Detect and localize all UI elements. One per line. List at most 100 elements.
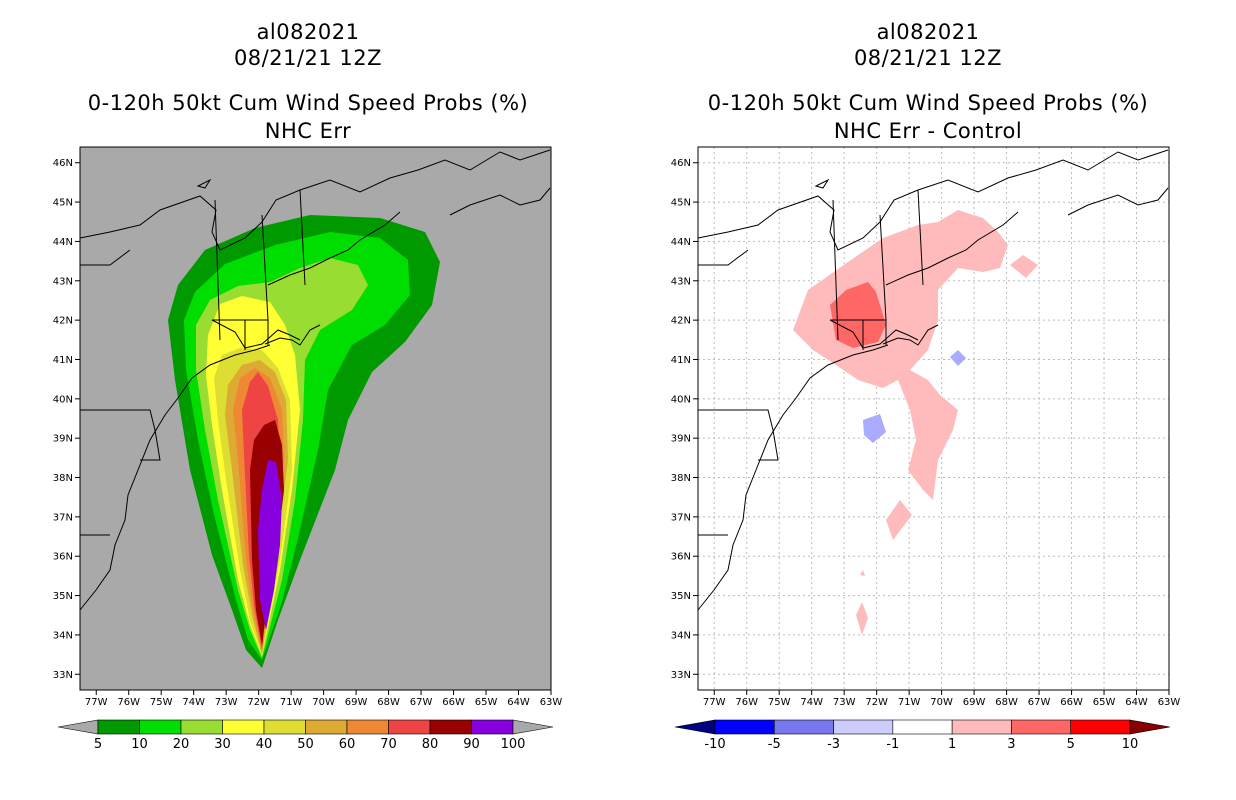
lat-tick-label: 38N [53, 473, 73, 484]
colorbar-box [833, 719, 894, 735]
lat-tick-label: 44N [671, 237, 691, 248]
colorbar-label: 50 [297, 737, 314, 752]
right-colorbar-boxes [674, 719, 1171, 735]
colorbar-box [97, 719, 140, 735]
colorbar-box [1011, 719, 1072, 735]
positive-3-to-5-region [830, 282, 886, 348]
lon-tick-label: 65W [475, 697, 498, 708]
left-colorbar-labels: 5 10 20 30 40 50 60 70 80 90 100 [94, 737, 526, 752]
lat-tick-label: 36N [53, 552, 73, 563]
right-storm-id: al082021 [876, 20, 980, 44]
colorbar-box [1070, 719, 1131, 735]
right-datetime: 08/21/21 12Z [853, 46, 1003, 70]
lon-tick-label: 67W [1028, 697, 1051, 708]
lat-tick-label: 39N [671, 434, 691, 445]
lat-tick-label: 43N [671, 276, 691, 287]
positive-1-to-3-region [793, 210, 1008, 500]
colorbar-label: 90 [463, 737, 480, 752]
lon-tick-label: 74W [800, 697, 823, 708]
left-coastline-boundaries [79, 149, 551, 611]
colorbar-box [773, 719, 834, 735]
colorbar-label: -3 [827, 737, 840, 752]
right-colorbar: -10 -5 -3 -1 1 3 5 10 [674, 719, 1171, 752]
left-probability-map: 46N 45N 44N 43N 42N 41N 40N 39N 38N 37N 36N 35N 34N 3… [53, 146, 563, 708]
lat-tick-label: 37N [53, 512, 73, 523]
colorbar-upper-extension [1129, 719, 1171, 735]
colorbar-label: 5 [1067, 737, 1075, 752]
lat-tick-label: 43N [53, 276, 73, 287]
lon-tick-label: 72W [865, 697, 888, 708]
right-coastline-boundaries [697, 149, 1169, 611]
lon-tick-label: 77W [85, 697, 108, 708]
positive-spot-south-3 [860, 570, 865, 576]
colorbar-label: 40 [256, 737, 273, 752]
lat-tick-label: 33N [53, 670, 73, 681]
negative-spot-1 [863, 414, 886, 443]
lon-tick-label: 76W [735, 697, 758, 708]
lon-tick-label: 76W [117, 697, 140, 708]
lon-tick-label: 73W [833, 697, 856, 708]
left-storm-id: al082021 [256, 20, 360, 44]
left-wind-probability-contours [168, 215, 440, 668]
lat-tick-label: 33N [671, 670, 691, 681]
lat-tick-label: 34N [671, 630, 691, 641]
lon-tick-label: 65W [1093, 697, 1116, 708]
lon-tick-label: 70W [312, 697, 335, 708]
colorbar-label: 70 [380, 737, 397, 752]
lat-tick-label: 40N [671, 394, 691, 405]
lat-tick-label: 46N [671, 158, 691, 169]
lon-tick-label: 64W [1125, 697, 1148, 708]
colorbar-label: 80 [422, 737, 439, 752]
lon-tick-label: 63W [540, 697, 563, 708]
lon-tick-label: 68W [377, 697, 400, 708]
lat-tick-label: 34N [53, 630, 73, 641]
right-colorbar-labels: -10 -5 -3 -1 1 3 5 10 [704, 737, 1138, 752]
right-subtitle: NHC Err - Control [833, 119, 1023, 143]
right-product-title: 0-120h 50kt Cum Wind Speed Probs (%) [707, 91, 1149, 115]
lat-tick-label: 37N [671, 512, 691, 523]
lat-tick-label: 41N [671, 355, 691, 366]
lon-tick-label: 75W [150, 697, 173, 708]
colorbar-box [714, 719, 775, 735]
colorbar-label: -1 [886, 737, 899, 752]
colorbar-label: 60 [339, 737, 356, 752]
lon-tick-label: 71W [898, 697, 921, 708]
colorbar-lower-extension [57, 719, 99, 735]
left-colorbar: 5 10 20 30 40 50 60 70 80 90 100 [57, 719, 554, 752]
left-subtitle: NHC Err [264, 119, 352, 143]
positive-spot-south-1 [886, 500, 912, 540]
left-map-axes: 46N 45N 44N 43N 42N 41N 40N 39N 38N 37N 36N 35N 34N 3… [53, 158, 563, 708]
colorbar-upper-extension [512, 719, 554, 735]
lon-tick-label: 69W [963, 697, 986, 708]
colorbar-box [388, 719, 431, 735]
colorbar-box [139, 719, 182, 735]
colorbar-label: 30 [214, 737, 231, 752]
lon-tick-label: 71W [280, 697, 303, 708]
colorbar-label: 20 [173, 737, 190, 752]
left-product-title: 0-120h 50kt Cum Wind Speed Probs (%) [87, 91, 529, 115]
colorbar-label: 10 [1122, 737, 1139, 752]
right-difference-map: 46N 45N 44N 43N 42N 41N 40N 39N 38N 37N 36N 35N 34N 3… [671, 146, 1181, 708]
negative-spot-2 [950, 350, 966, 366]
lat-tick-label: 35N [53, 591, 73, 602]
positive-spot-east [1010, 255, 1038, 278]
lon-tick-label: 63W [1158, 697, 1181, 708]
lat-tick-label: 38N [671, 473, 691, 484]
lon-tick-label: 70W [930, 697, 953, 708]
lat-tick-label: 40N [53, 394, 73, 405]
colorbar-box [471, 719, 514, 735]
lon-tick-label: 74W [182, 697, 205, 708]
lon-tick-label: 67W [410, 697, 433, 708]
colorbar-lower-extension [674, 719, 716, 735]
lat-tick-label: 39N [53, 434, 73, 445]
colorbar-label: 10 [131, 737, 148, 752]
lat-tick-label: 45N [671, 198, 691, 209]
positive-spot-south-2 [856, 602, 868, 635]
lat-tick-label: 44N [53, 237, 73, 248]
lon-tick-label: 68W [995, 697, 1018, 708]
colorbar-box [892, 719, 953, 735]
lat-tick-label: 42N [53, 316, 73, 327]
lat-tick-label: 45N [53, 198, 73, 209]
lon-tick-label: 75W [768, 697, 791, 708]
colorbar-label: -5 [768, 737, 781, 752]
